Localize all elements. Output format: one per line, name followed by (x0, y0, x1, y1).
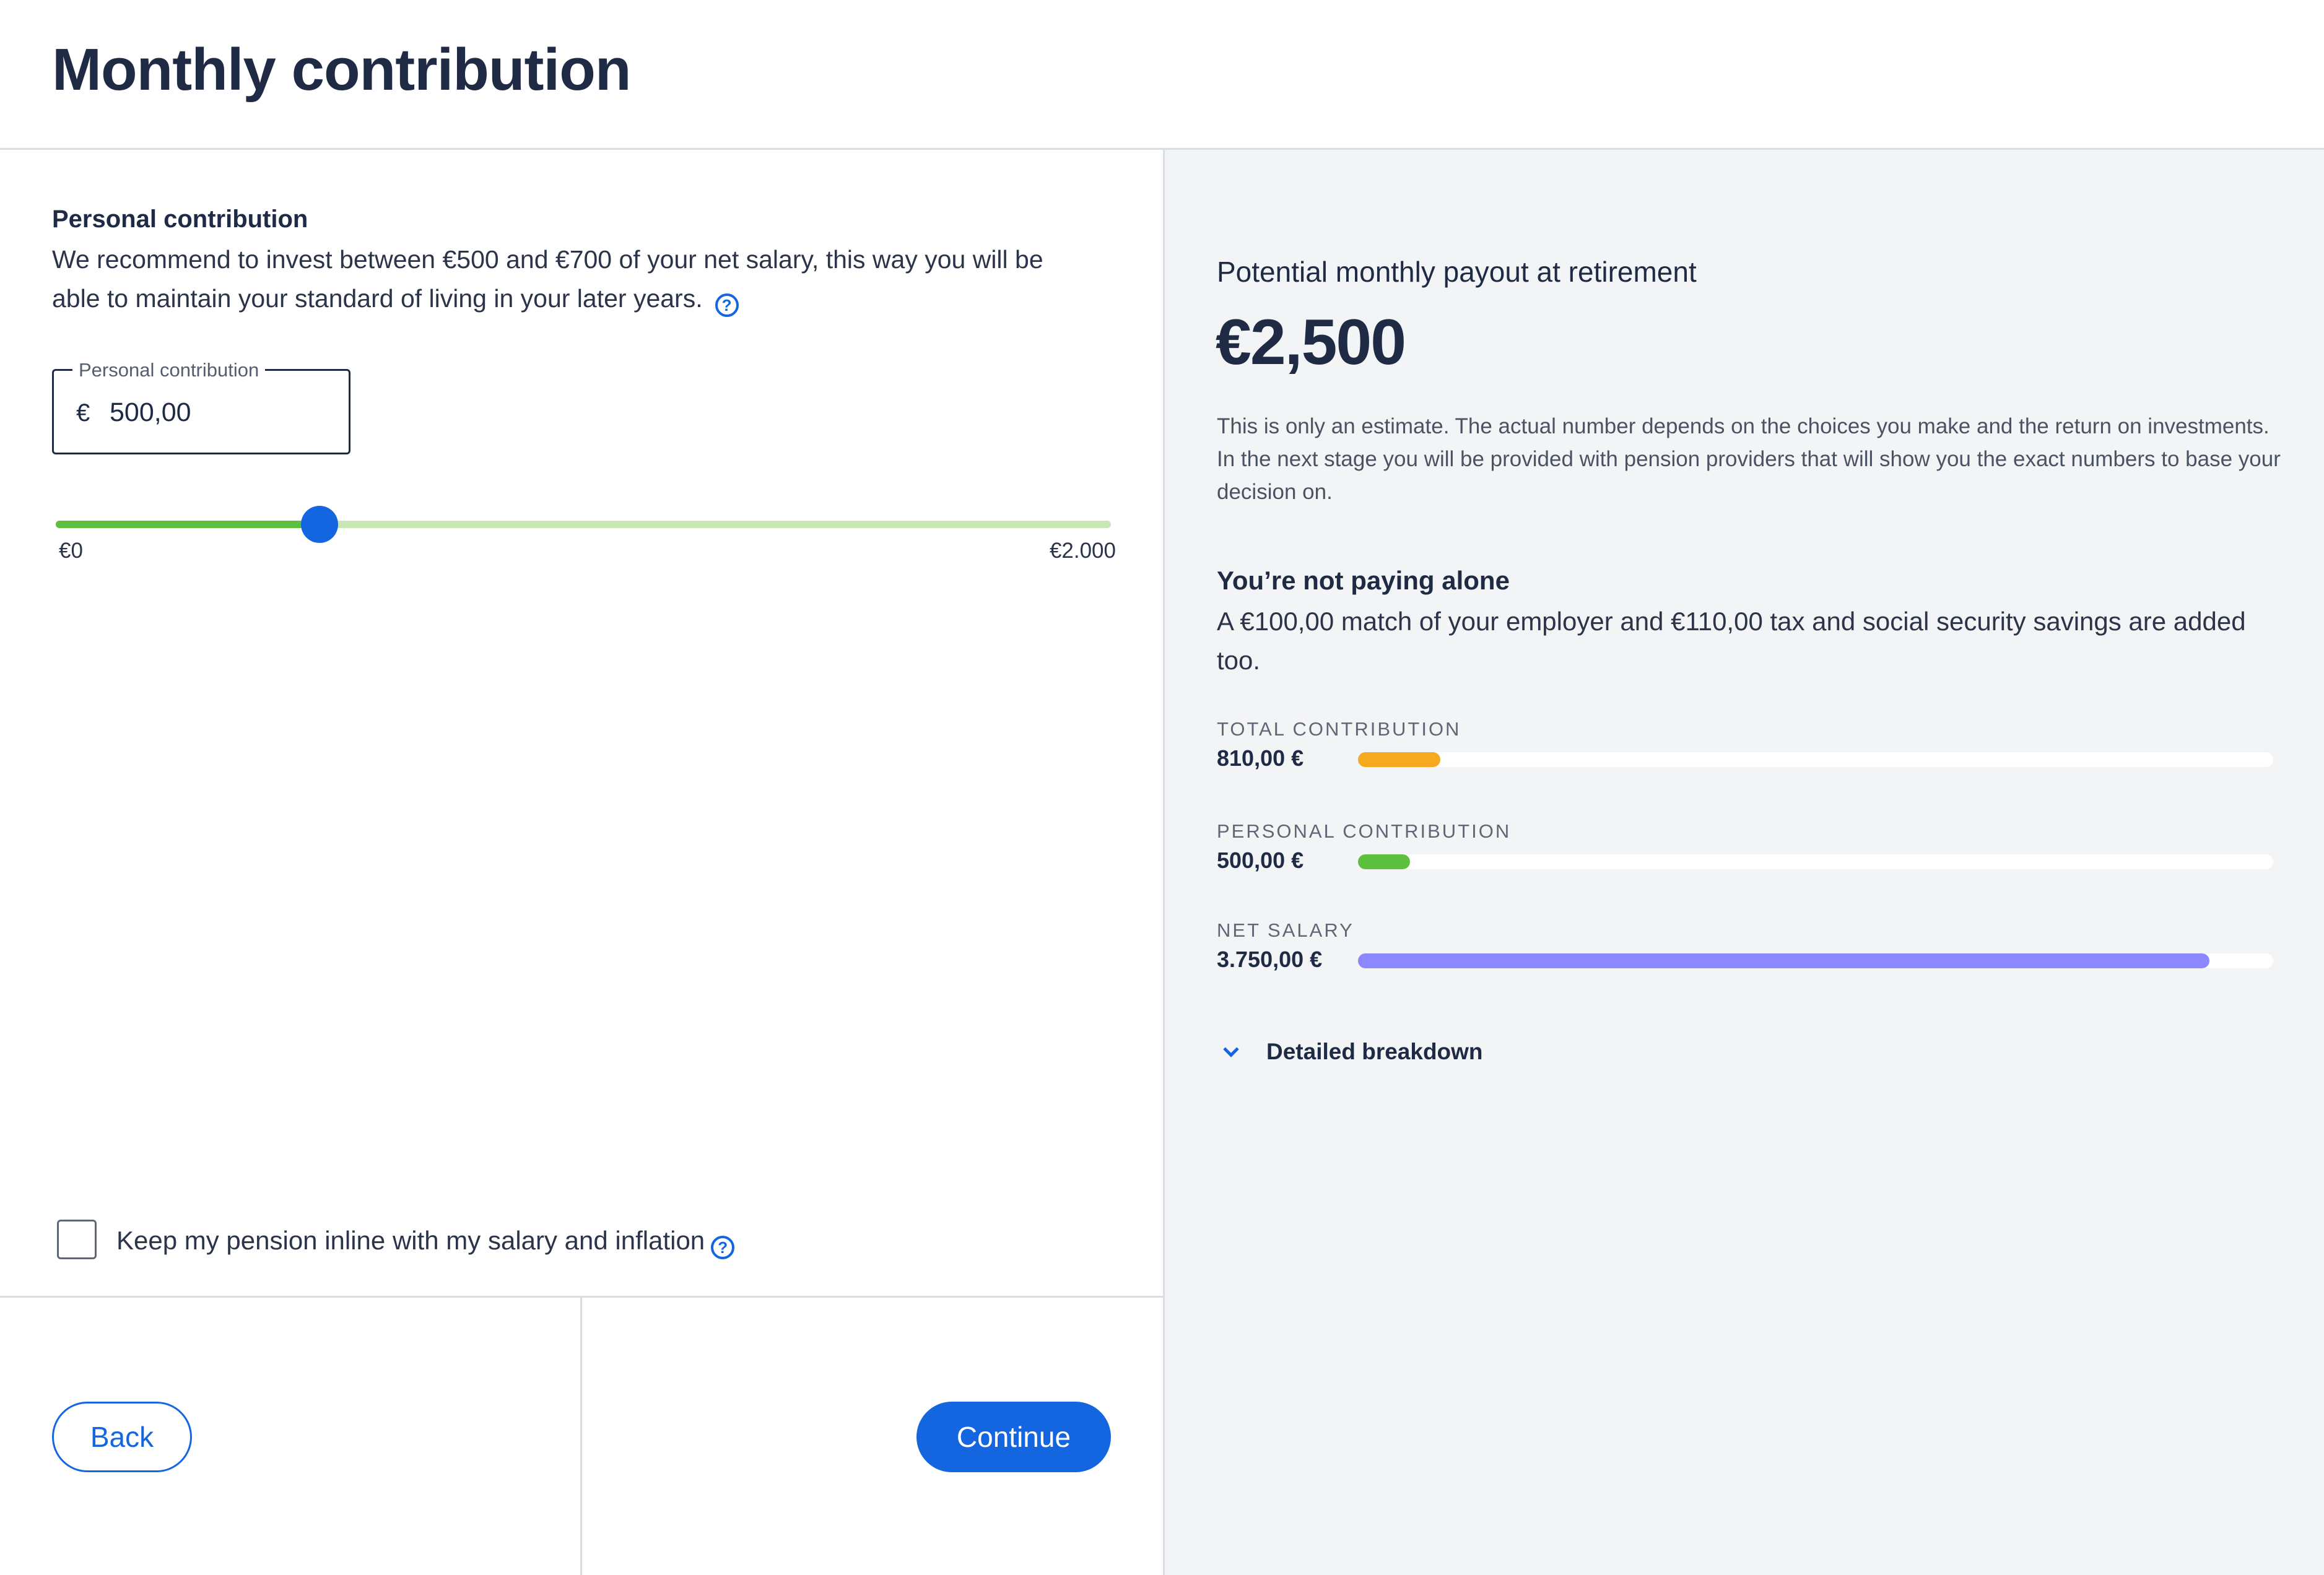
bar-fill (1358, 854, 1411, 869)
chevron-down-icon[interactable] (1223, 1041, 1239, 1057)
continue-button[interactable]: Continue (916, 1402, 1111, 1472)
bar-fill (1358, 953, 2209, 968)
bar-label: NET SALARY (1217, 919, 1354, 941)
inflation-checkbox[interactable] (57, 1220, 97, 1259)
net-salary-bar: NET SALARY 3.750,00 € (1217, 919, 2273, 975)
recommendation-text: We recommend to invest between €500 and … (52, 245, 1043, 313)
not-paying-alone-text: A €100,00 match of your employer and €11… (1217, 607, 2246, 675)
payout-label: Potential monthly payout at retirement (1217, 256, 1697, 288)
inflation-label-row: Keep my pension inline with my salary an… (116, 1226, 735, 1259)
payout-value: €2,500 (1216, 306, 1406, 378)
footer-actions: Back Continue (0, 1296, 1163, 1575)
bar-label: PERSONAL CONTRIBUTION (1217, 820, 1512, 842)
bar-value: 810,00 € (1217, 745, 1304, 771)
personal-contribution-bar: PERSONAL CONTRIBUTION 500,00 € (1217, 820, 2273, 876)
question-circle-icon[interactable]: ? (715, 293, 739, 317)
contribution-panel: Personal contribution We recommend to in… (0, 150, 1163, 1575)
bar-value: 500,00 € (1217, 848, 1304, 873)
bar-fill (1358, 752, 1441, 767)
bar-track (1358, 953, 2273, 968)
bar-value: 3.750,00 € (1217, 947, 1323, 972)
personal-contribution-input[interactable] (110, 394, 333, 430)
bar-track (1358, 854, 2273, 869)
bar-label: TOTAL CONTRIBUTION (1217, 718, 1461, 740)
page-title: Monthly contribution (52, 37, 631, 103)
back-button[interactable]: Back (52, 1402, 192, 1472)
personal-contribution-field-label: Personal contribution (72, 359, 266, 381)
page-header: Monthly contribution (0, 0, 2324, 150)
slider-thumb[interactable] (301, 506, 338, 543)
not-paying-alone-title: You’re not paying alone (1217, 566, 1510, 595)
slider-max-label: €2.000 (1049, 539, 1116, 563)
total-contribution-bar: TOTAL CONTRIBUTION 810,00 € (1217, 718, 2273, 774)
footer-divider (580, 1298, 582, 1575)
currency-symbol: € (76, 399, 90, 427)
estimate-disclaimer: This is only an estimate. The actual num… (1217, 414, 2281, 504)
contribution-slider[interactable] (56, 506, 1111, 543)
slider-fill (56, 521, 320, 528)
personal-contribution-title: Personal contribution (52, 206, 308, 233)
question-circle-icon[interactable]: ? (711, 1236, 735, 1259)
personal-contribution-field[interactable]: Personal contribution € (52, 359, 350, 454)
summary-panel: Potential monthly payout at retirement €… (1163, 150, 2324, 1575)
slider-min-label: €0 (59, 539, 83, 563)
detailed-breakdown-label[interactable]: Detailed breakdown (1266, 1039, 1483, 1064)
inflation-label: Keep my pension inline with my salary an… (116, 1226, 705, 1255)
bar-track (1358, 752, 2273, 767)
personal-contribution-description: We recommend to invest between €500 and … (52, 240, 1092, 318)
